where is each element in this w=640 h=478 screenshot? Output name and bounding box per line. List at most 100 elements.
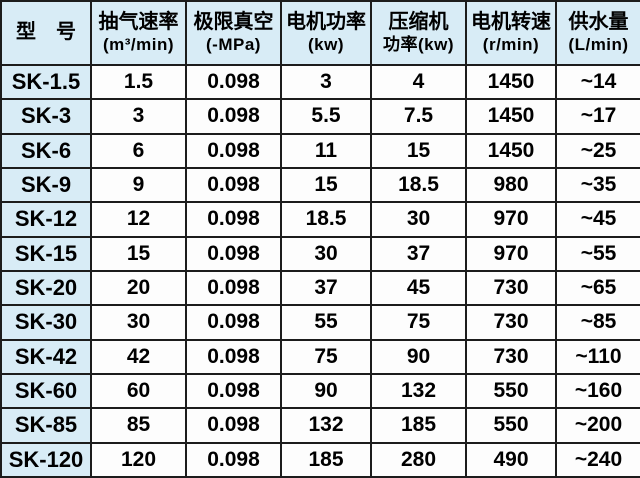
cell-water-supply: ~55: [555, 235, 640, 272]
cell-water-supply: ~14: [555, 63, 640, 101]
cell-pumping-speed: 12: [90, 201, 187, 238]
cell-ultimate-vacuum: 0.098: [185, 338, 282, 375]
cell-pumping-speed: 15: [90, 235, 187, 272]
col-header-motor-speed-label: 电机转速: [471, 11, 551, 34]
cell-ultimate-vacuum: 0.098: [185, 63, 282, 101]
cell-pumping-speed: 30: [90, 304, 187, 341]
cell-water-supply: ~65: [555, 269, 640, 307]
cell-pumping-speed: 3: [90, 98, 187, 135]
cell-model: SK-15: [0, 235, 92, 272]
table-row: SK-1.5 1.5 0.098 3 4 1450 ~14: [0, 63, 640, 101]
col-header-compressor-power-unit: 功率(kw): [383, 34, 454, 54]
cell-motor-power: 5.5: [280, 98, 372, 135]
col-header-pumping-speed-label: 抽气速率: [98, 11, 179, 34]
cell-motor-power: 132: [280, 407, 372, 444]
table-row: SK-6 6 0.098 11 15 1450 ~25: [0, 132, 640, 169]
cell-pumping-speed: 1.5: [90, 63, 187, 101]
cell-motor-power: 3: [280, 63, 372, 101]
table-row: SK-20 20 0.098 37 45 730 ~65: [0, 269, 640, 307]
cell-motor-speed: 1450: [465, 132, 557, 169]
table-row: SK-9 9 0.098 15 18.5 980 ~35: [0, 166, 640, 204]
cell-compressor-power: 45: [370, 269, 467, 307]
cell-water-supply: ~85: [555, 304, 640, 341]
cell-water-supply: ~200: [555, 407, 640, 444]
table-row: SK-3 3 0.098 5.5 7.5 1450 ~17: [0, 98, 640, 135]
table-row: SK-85 85 0.098 132 185 550 ~200: [0, 407, 640, 444]
cell-compressor-power: 132: [370, 372, 467, 410]
cell-compressor-power: 30: [370, 201, 467, 238]
cell-pumping-speed: 20: [90, 269, 187, 307]
cell-motor-speed: 730: [465, 338, 557, 375]
cell-compressor-power: 185: [370, 407, 467, 444]
col-header-motor-speed-unit: (r/min): [482, 34, 540, 54]
cell-pumping-speed: 85: [90, 407, 187, 444]
col-header-motor-speed: 电机转速 (r/min): [465, 0, 557, 66]
cell-model: SK-85: [0, 407, 92, 444]
cell-water-supply: ~25: [555, 132, 640, 169]
col-header-ultimate-vacuum-label: 极限真空: [193, 11, 274, 34]
cell-model: SK-120: [0, 441, 92, 478]
cell-motor-speed: 1450: [465, 63, 557, 101]
cell-ultimate-vacuum: 0.098: [185, 98, 282, 135]
cell-motor-speed: 1450: [465, 98, 557, 135]
cell-ultimate-vacuum: 0.098: [185, 441, 282, 478]
cell-motor-power: 55: [280, 304, 372, 341]
cell-motor-speed: 980: [465, 166, 557, 204]
cell-model: SK-60: [0, 372, 92, 410]
col-header-ultimate-vacuum-unit: (-MPa): [206, 34, 261, 54]
cell-motor-speed: 550: [465, 372, 557, 410]
cell-compressor-power: 15: [370, 132, 467, 169]
cell-water-supply: ~35: [555, 166, 640, 204]
cell-ultimate-vacuum: 0.098: [185, 372, 282, 410]
col-header-motor-power: 电机功率 (kw): [280, 0, 372, 66]
cell-compressor-power: 90: [370, 338, 467, 375]
table-header-row: 型 号 抽气速率 (m³/min) 极限真空 (-MPa) 电机功率 (kw) 压缩机…: [0, 0, 640, 66]
col-header-compressor-power: 压缩机 功率(kw): [370, 0, 467, 66]
cell-ultimate-vacuum: 0.098: [185, 304, 282, 341]
cell-ultimate-vacuum: 0.098: [185, 269, 282, 307]
col-header-model-label: 型 号: [16, 21, 76, 44]
cell-model: SK-1.5: [0, 63, 92, 101]
cell-model: SK-3: [0, 98, 92, 135]
cell-pumping-speed: 6: [90, 132, 187, 169]
cell-compressor-power: 18.5: [370, 166, 467, 204]
cell-ultimate-vacuum: 0.098: [185, 235, 282, 272]
cell-motor-speed: 730: [465, 269, 557, 307]
cell-model: SK-6: [0, 132, 92, 169]
cell-motor-power: 11: [280, 132, 372, 169]
cell-ultimate-vacuum: 0.098: [185, 201, 282, 238]
col-header-motor-power-label: 电机功率: [286, 11, 366, 34]
col-header-model: 型 号: [0, 0, 92, 66]
cell-motor-speed: 490: [465, 441, 557, 478]
cell-compressor-power: 75: [370, 304, 467, 341]
cell-motor-power: 185: [280, 441, 372, 478]
col-header-pumping-speed: 抽气速率 (m³/min): [90, 0, 187, 66]
cell-motor-power: 75: [280, 338, 372, 375]
col-header-water-supply-unit: (L/min): [568, 34, 629, 54]
cell-pumping-speed: 42: [90, 338, 187, 375]
cell-model: SK-12: [0, 201, 92, 238]
col-header-motor-power-unit: (kw): [308, 34, 344, 54]
table-row: SK-15 15 0.098 30 37 970 ~55: [0, 235, 640, 272]
cell-compressor-power: 7.5: [370, 98, 467, 135]
cell-ultimate-vacuum: 0.098: [185, 166, 282, 204]
col-header-water-supply: 供水量 (L/min): [555, 0, 640, 66]
table-row: SK-30 30 0.098 55 75 730 ~85: [0, 304, 640, 341]
cell-motor-power: 90: [280, 372, 372, 410]
cell-compressor-power: 280: [370, 441, 467, 478]
cell-compressor-power: 4: [370, 63, 467, 101]
cell-motor-power: 18.5: [280, 201, 372, 238]
table-row: SK-120 120 0.098 185 280 490 ~240: [0, 441, 640, 478]
col-header-compressor-power-label: 压缩机: [388, 11, 449, 34]
table-row: SK-12 12 0.098 18.5 30 970 ~45: [0, 201, 640, 238]
cell-motor-power: 15: [280, 166, 372, 204]
col-header-pumping-speed-unit: (m³/min): [102, 34, 175, 54]
cell-motor-speed: 730: [465, 304, 557, 341]
cell-water-supply: ~17: [555, 98, 640, 135]
cell-model: SK-42: [0, 338, 92, 375]
cell-ultimate-vacuum: 0.098: [185, 407, 282, 444]
cell-motor-power: 30: [280, 235, 372, 272]
cell-pumping-speed: 9: [90, 166, 187, 204]
table-body: SK-1.5 1.5 0.098 3 4 1450 ~14 SK-3 3 0.0…: [0, 63, 640, 478]
